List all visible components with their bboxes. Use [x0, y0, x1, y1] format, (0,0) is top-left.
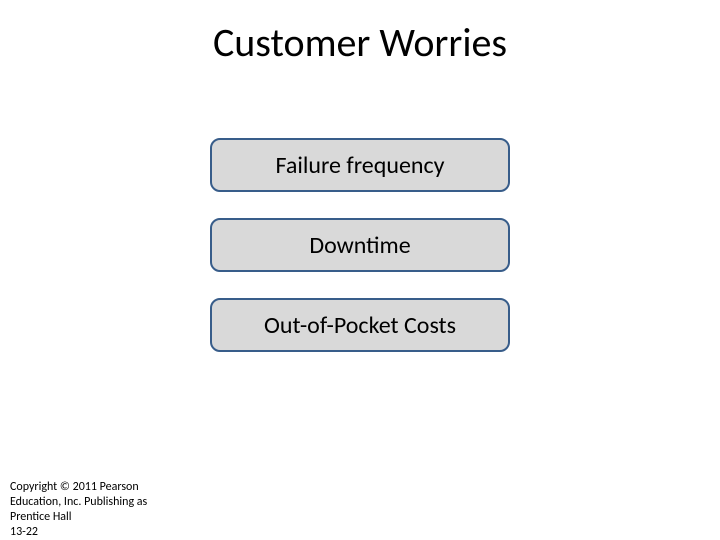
worry-box-label: Downtime	[309, 231, 410, 260]
worry-box-failure-frequency: Failure frequency	[210, 138, 510, 192]
worry-box-out-of-pocket: Out-of-Pocket Costs	[210, 298, 510, 352]
copyright-line: Education, Inc. Publishing as	[10, 495, 147, 510]
worry-box-downtime: Downtime	[210, 218, 510, 272]
copyright-line: 13-22	[10, 525, 147, 540]
slide-title: Customer Worries	[0, 18, 720, 67]
copyright-line: Copyright © 2011 Pearson	[10, 480, 147, 495]
worry-box-label: Out-of-Pocket Costs	[264, 311, 456, 340]
copyright-text: Copyright © 2011 PearsonEducation, Inc. …	[10, 480, 147, 540]
worry-box-label: Failure frequency	[275, 151, 444, 180]
copyright-line: Prentice Hall	[10, 510, 147, 525]
slide: Customer Worries Failure frequency Downt…	[0, 0, 720, 540]
